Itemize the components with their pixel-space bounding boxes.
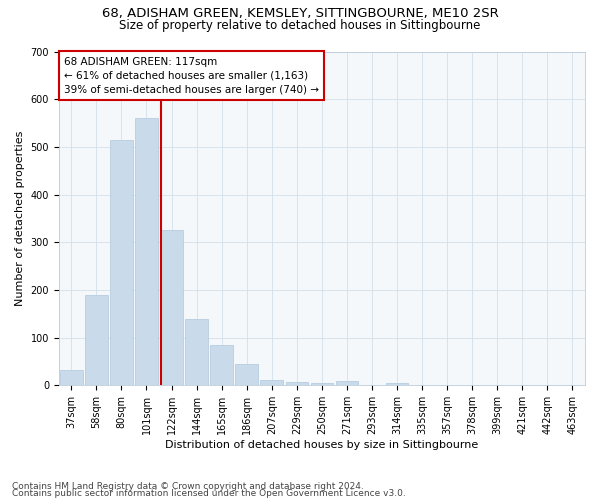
Text: Size of property relative to detached houses in Sittingbourne: Size of property relative to detached ho…: [119, 18, 481, 32]
Bar: [235, 364, 258, 386]
Bar: [386, 383, 409, 386]
Bar: [60, 370, 83, 386]
Y-axis label: Number of detached properties: Number of detached properties: [15, 130, 25, 306]
X-axis label: Distribution of detached houses by size in Sittingbourne: Distribution of detached houses by size …: [165, 440, 479, 450]
Text: 68 ADISHAM GREEN: 117sqm
← 61% of detached houses are smaller (1,163)
39% of sem: 68 ADISHAM GREEN: 117sqm ← 61% of detach…: [64, 56, 319, 94]
Bar: [85, 294, 107, 386]
Bar: [211, 345, 233, 386]
Bar: [110, 140, 133, 386]
Bar: [335, 380, 358, 386]
Bar: [160, 230, 183, 386]
Bar: [311, 383, 333, 386]
Bar: [286, 382, 308, 386]
Text: 68, ADISHAM GREEN, KEMSLEY, SITTINGBOURNE, ME10 2SR: 68, ADISHAM GREEN, KEMSLEY, SITTINGBOURN…: [101, 8, 499, 20]
Bar: [185, 318, 208, 386]
Text: Contains HM Land Registry data © Crown copyright and database right 2024.: Contains HM Land Registry data © Crown c…: [12, 482, 364, 491]
Text: Contains public sector information licensed under the Open Government Licence v3: Contains public sector information licen…: [12, 489, 406, 498]
Bar: [135, 118, 158, 386]
Bar: [260, 380, 283, 386]
